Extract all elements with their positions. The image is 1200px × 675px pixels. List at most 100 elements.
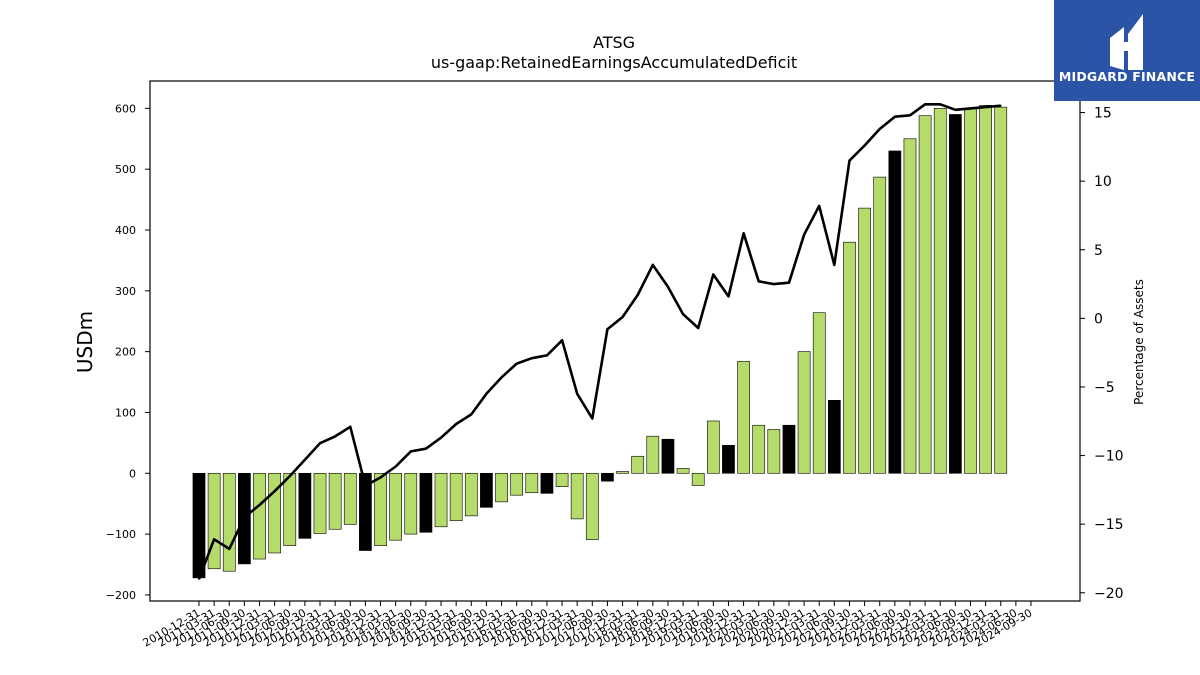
bar-2017-09-30 xyxy=(601,472,614,482)
line-point-2019-06-30 xyxy=(712,273,715,276)
bar-2020-03-31 xyxy=(752,424,766,474)
line-point-2017-06-30 xyxy=(591,417,594,420)
line-point-2014-03-31 xyxy=(394,465,397,468)
y2-tick-label: −20 xyxy=(1094,586,1124,602)
bar-2016-09-30 xyxy=(540,472,554,494)
line-point-2012-06-30 xyxy=(288,475,291,477)
line-point-2012-12-31 xyxy=(319,442,321,445)
y-tick-label: −100 xyxy=(106,528,136,541)
y-axis-label: USDm xyxy=(73,311,97,373)
bar-2011-03-31 xyxy=(207,472,221,570)
line-point-2021-03-31 xyxy=(818,205,821,207)
line-point-2023-12-31 xyxy=(984,106,987,108)
bar-2015-03-31 xyxy=(449,472,463,522)
line-point-2021-09-30 xyxy=(848,159,851,162)
percentage-line-series xyxy=(197,103,1002,580)
line-point-2018-12-31 xyxy=(682,313,684,316)
bar-series xyxy=(192,105,1008,579)
chart-title: ATSG xyxy=(593,33,635,52)
bar-2010-12-31 xyxy=(192,472,206,579)
bar-2018-12-31 xyxy=(676,468,690,474)
y2-axis-label: Percentage of Assets xyxy=(1132,279,1146,405)
line-point-2016-06-30 xyxy=(531,357,533,359)
line-point-2012-03-31 xyxy=(273,490,276,493)
bar-2019-12-31 xyxy=(737,361,750,474)
line-point-2023-06-30 xyxy=(954,109,957,111)
bar-2014-12-31 xyxy=(434,472,448,528)
line-point-2012-09-30 xyxy=(304,458,306,461)
bar-2023-12-31 xyxy=(979,105,992,474)
line-point-2019-12-31 xyxy=(742,232,745,235)
line-point-2011-06-30 xyxy=(228,548,231,550)
bar-2021-09-30 xyxy=(843,241,856,474)
bar-2019-03-31 xyxy=(691,472,705,486)
bar-2013-12-31 xyxy=(374,472,387,546)
bar-2016-03-31 xyxy=(510,472,524,496)
chart-subtitle: us-gaap:RetainedEarningsAccumulatedDefic… xyxy=(431,53,797,72)
y-tick-label: 100 xyxy=(115,406,136,419)
bar-2011-12-31 xyxy=(253,472,266,560)
line-point-2011-03-31 xyxy=(213,538,215,541)
y2-tick-label: 0 xyxy=(1094,311,1103,327)
y-tick-label: 300 xyxy=(115,285,136,298)
bar-2022-06-30 xyxy=(888,150,902,474)
y2-tick-label: 5 xyxy=(1094,243,1103,259)
line-point-2017-09-30 xyxy=(606,328,609,331)
line-point-2023-03-31 xyxy=(939,103,942,106)
bar-2021-03-31 xyxy=(812,312,826,474)
bar-2017-03-31 xyxy=(570,472,584,520)
line-point-2022-12-31 xyxy=(924,103,926,106)
line-point-2018-03-31 xyxy=(636,294,639,296)
line-point-2011-09-30 xyxy=(243,516,246,519)
bar-2012-06-30 xyxy=(283,472,297,546)
bar-2016-06-30 xyxy=(525,472,539,494)
bar-2023-09-30 xyxy=(964,108,977,474)
line-point-2015-03-31 xyxy=(455,423,457,425)
bar-2017-06-30 xyxy=(585,472,599,540)
bar-2020-09-30 xyxy=(782,424,796,474)
line-point-2015-12-31 xyxy=(500,376,503,379)
y-tick-label: 0 xyxy=(129,467,136,480)
bar-2015-12-31 xyxy=(495,472,508,503)
bar-2023-06-30 xyxy=(949,114,962,474)
bar-2020-06-30 xyxy=(767,429,781,474)
bar-2018-06-30 xyxy=(646,435,660,474)
bar-2019-09-30 xyxy=(722,445,735,474)
bar-2013-09-30 xyxy=(359,472,372,551)
bar-2012-12-31 xyxy=(313,472,327,534)
bar-2013-06-30 xyxy=(343,472,357,525)
line-point-2014-06-30 xyxy=(409,450,412,453)
line-point-2010-12-31 xyxy=(198,578,200,580)
y-tick-label: 600 xyxy=(115,102,136,115)
line-point-2014-12-31 xyxy=(440,436,442,439)
line-point-2016-12-31 xyxy=(561,339,563,342)
y2-tick-label: −5 xyxy=(1094,380,1115,396)
line-point-2019-03-31 xyxy=(697,327,699,329)
bar-2013-03-31 xyxy=(328,472,342,530)
line-point-2018-09-30 xyxy=(667,286,669,288)
bar-2021-06-30 xyxy=(827,399,841,474)
y2-tick-label: 10 xyxy=(1094,174,1112,190)
bar-2015-06-30 xyxy=(464,472,478,517)
logo-text: MIDGARD FINANCE xyxy=(1058,69,1196,84)
line-point-2021-12-31 xyxy=(863,144,866,147)
line-point-2023-09-30 xyxy=(969,107,972,110)
line-point-2020-09-30 xyxy=(788,281,790,284)
line-point-2016-03-31 xyxy=(515,362,518,365)
line-point-2020-03-31 xyxy=(757,280,760,283)
bar-2022-09-30 xyxy=(903,138,917,474)
bar-2014-06-30 xyxy=(404,472,418,535)
bar-2011-06-30 xyxy=(222,472,236,572)
y-tick-label: 400 xyxy=(115,224,136,237)
plot-frame xyxy=(149,80,1081,602)
line-point-2024-03-31 xyxy=(999,104,1002,107)
y2-tick-label: −10 xyxy=(1094,449,1124,465)
bar-2022-12-31 xyxy=(918,115,932,474)
y-tick-label: 200 xyxy=(115,346,136,359)
line-point-2021-06-30 xyxy=(833,264,836,266)
line-point-2013-06-30 xyxy=(349,425,352,428)
y-tick-label: 500 xyxy=(115,163,136,176)
line-point-2013-09-30 xyxy=(364,484,367,487)
line-point-2022-06-30 xyxy=(894,115,896,118)
